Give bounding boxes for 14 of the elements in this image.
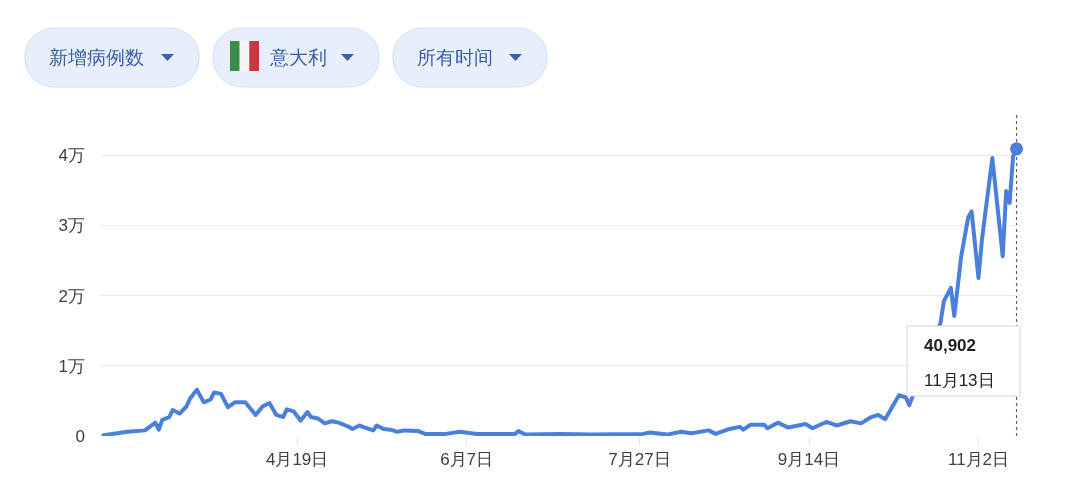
x-tick-label: 9月14日 (777, 450, 841, 470)
y-tick-label: 4万 (58, 146, 85, 166)
x-tick-label: 7月27日 (608, 450, 671, 470)
annotation: 40,902 11月13日 (924, 336, 995, 390)
y-tick-label: 0 (75, 426, 85, 446)
y-tick-label: 3万 (58, 216, 85, 236)
y-tick-label: 2万 (58, 286, 85, 306)
text: 所有时间 (417, 47, 493, 68)
x-tick-label: 4月19日 (265, 450, 329, 470)
text: 意大利 (269, 47, 327, 68)
x-tick-label: 6月7日 (440, 450, 494, 470)
y-tick-label: 1万 (58, 356, 85, 376)
text: 新增病例数 (49, 47, 144, 68)
x-tick-label: 11月2日 (947, 450, 1010, 470)
